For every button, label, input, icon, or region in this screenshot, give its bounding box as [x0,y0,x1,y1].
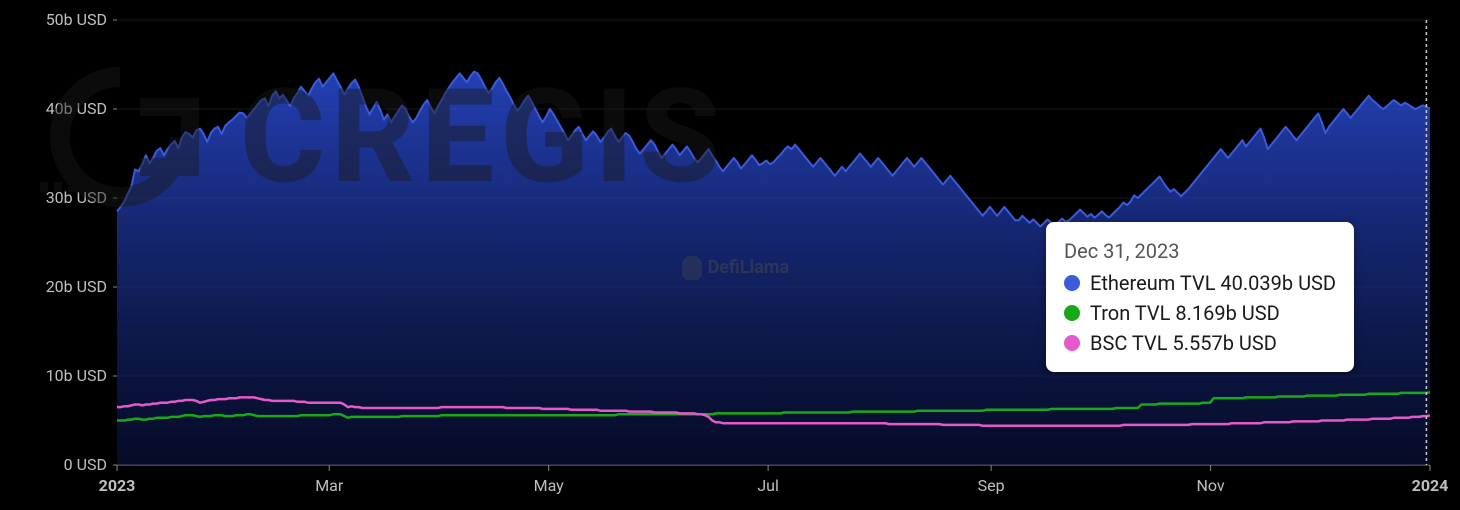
y-axis-label: 30b USD [46,188,107,207]
y-axis-label: 0 USD [64,455,107,474]
tooltip-date: Dec 31, 2023 [1064,236,1336,266]
chart-tooltip: Dec 31, 2023 Ethereum TVL 40.039b USDTro… [1046,222,1354,372]
x-axis-label: Jul [757,476,779,495]
x-axis-label: Mar [315,476,344,495]
y-axis-label: 20b USD [46,277,107,296]
x-axis-label: Sep [978,476,1005,495]
y-axis-label: 40b USD [46,99,107,118]
tooltip-row: BSC TVL 5.557b USD [1064,328,1336,358]
tooltip-series-text: Ethereum TVL 40.039b USD [1090,268,1336,298]
y-axis-label: 10b USD [46,366,107,385]
x-axis-label: Nov [1196,476,1224,495]
x-axis-label: 2024 [1412,476,1449,495]
watermark-defillama: DefiLlama [682,256,790,280]
tooltip-series-dot [1064,335,1080,351]
x-axis-label: May [534,476,565,495]
tooltip-row: Ethereum TVL 40.039b USD [1064,268,1336,298]
tooltip-series-dot [1064,275,1080,291]
tooltip-series-text: BSC TVL 5.557b USD [1090,328,1277,358]
x-axis-label: 2023 [99,476,136,495]
tooltip-series-text: Tron TVL 8.169b USD [1090,298,1280,328]
tooltip-row: Tron TVL 8.169b USD [1064,298,1336,328]
tvl-chart[interactable]: CREGIS 0 USD10b USD20b USD30b USD40b USD… [0,0,1460,510]
y-axis-label: 50b USD [46,10,107,29]
tooltip-series-dot [1064,305,1080,321]
defillama-icon [682,256,702,280]
watermark-defillama-text: DefiLlama [708,257,790,278]
